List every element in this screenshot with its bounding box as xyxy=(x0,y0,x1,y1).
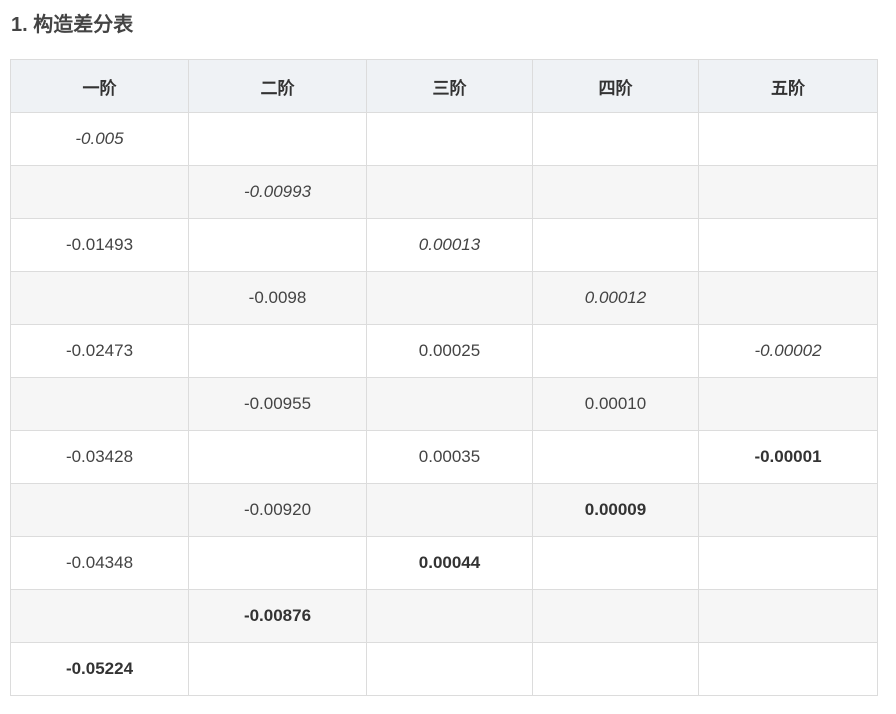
table-cell-order-3 xyxy=(366,112,533,166)
difference-table: 一阶 二阶 三阶 四阶 五阶 -0.005 -0.00993 -0.01493 0.0… xyxy=(10,59,878,696)
table-row: -0.00993 xyxy=(10,165,878,219)
table-cell-order-5 xyxy=(698,483,878,537)
table-cell-order-4 xyxy=(532,536,699,590)
table-row: -0.0098 0.00012 xyxy=(10,271,878,325)
table-cell-order-5 xyxy=(698,165,878,219)
table-cell-order-4: 0.00009 xyxy=(532,483,699,537)
table-cell-order-4 xyxy=(532,218,699,272)
table-cell-order-1 xyxy=(10,165,189,219)
table-cell-order-5 xyxy=(698,536,878,590)
table-cell-order-5 xyxy=(698,642,878,696)
table-cell-order-1 xyxy=(10,271,189,325)
table-cell-order-1: -0.005 xyxy=(10,112,189,166)
table-cell-order-3: 0.00035 xyxy=(366,430,533,484)
table-cell-order-2 xyxy=(188,112,367,166)
table-row: -0.005 xyxy=(10,112,878,166)
table-cell-order-2 xyxy=(188,218,367,272)
table-cell-order-5 xyxy=(698,112,878,166)
table-row: -0.00920 0.00009 xyxy=(10,483,878,537)
table-cell-order-3 xyxy=(366,483,533,537)
table-cell-order-5 xyxy=(698,377,878,431)
header-order-5: 五阶 xyxy=(698,59,878,113)
header-row: 一阶 二阶 三阶 四阶 五阶 xyxy=(10,59,878,113)
header-order-3: 三阶 xyxy=(366,59,533,113)
table-cell-order-1 xyxy=(10,377,189,431)
table-cell-order-4 xyxy=(532,589,699,643)
header-order-4: 四阶 xyxy=(532,59,699,113)
table-cell-order-3 xyxy=(366,377,533,431)
table-cell-order-1: -0.03428 xyxy=(10,430,189,484)
header-order-1: 一阶 xyxy=(10,59,189,113)
table-cell-order-5: -0.00002 xyxy=(698,324,878,378)
table-cell-order-5: -0.00001 xyxy=(698,430,878,484)
table-cell-order-4: 0.00012 xyxy=(532,271,699,325)
header-order-2: 二阶 xyxy=(188,59,367,113)
table-row: -0.03428 0.00035 -0.00001 xyxy=(10,430,878,484)
table-cell-order-5 xyxy=(698,218,878,272)
table-cell-order-5 xyxy=(698,589,878,643)
table-row: -0.01493 0.00013 xyxy=(10,218,878,272)
table-cell-order-1 xyxy=(10,483,189,537)
table-row: -0.05224 xyxy=(10,642,878,696)
table-cell-order-2: -0.00993 xyxy=(188,165,367,219)
table-cell-order-2 xyxy=(188,536,367,590)
table-cell-order-4 xyxy=(532,165,699,219)
table-cell-order-2: -0.00955 xyxy=(188,377,367,431)
table-row: -0.00876 xyxy=(10,589,878,643)
table-row: -0.04348 0.00044 xyxy=(10,536,878,590)
table-cell-order-3 xyxy=(366,165,533,219)
table-cell-order-2 xyxy=(188,324,367,378)
table-cell-order-1: -0.02473 xyxy=(10,324,189,378)
table-cell-order-4 xyxy=(532,324,699,378)
table-row: -0.02473 0.00025 -0.00002 xyxy=(10,324,878,378)
table-cell-order-1: -0.01493 xyxy=(10,218,189,272)
table-body: -0.005 -0.00993 -0.01493 0.00013 -0.0098 0.00… xyxy=(10,112,878,696)
table-cell-order-2: -0.00876 xyxy=(188,589,367,643)
table-cell-order-4 xyxy=(532,430,699,484)
table-cell-order-3: 0.00044 xyxy=(366,536,533,590)
table-cell-order-3 xyxy=(366,271,533,325)
table-cell-order-4 xyxy=(532,112,699,166)
table-cell-order-4: 0.00010 xyxy=(532,377,699,431)
table-cell-order-1 xyxy=(10,589,189,643)
table-cell-order-3 xyxy=(366,642,533,696)
table-row: -0.00955 0.00010 xyxy=(10,377,878,431)
table-cell-order-2 xyxy=(188,430,367,484)
table-cell-order-3 xyxy=(366,589,533,643)
table-cell-order-2 xyxy=(188,642,367,696)
table-cell-order-4 xyxy=(532,642,699,696)
table-cell-order-1: -0.04348 xyxy=(10,536,189,590)
table-cell-order-2: -0.0098 xyxy=(188,271,367,325)
section-title: 1. 构造差分表 xyxy=(11,14,134,36)
table-cell-order-3: 0.00025 xyxy=(366,324,533,378)
table-cell-order-5 xyxy=(698,271,878,325)
table-cell-order-2: -0.00920 xyxy=(188,483,367,537)
table-cell-order-1: -0.05224 xyxy=(10,642,189,696)
table-cell-order-3: 0.00013 xyxy=(366,218,533,272)
